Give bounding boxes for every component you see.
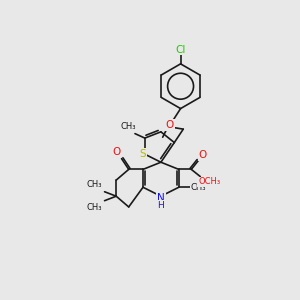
- Text: N: N: [157, 193, 165, 203]
- Text: Cl: Cl: [176, 45, 186, 55]
- Text: O: O: [112, 147, 120, 158]
- Text: S: S: [140, 149, 146, 159]
- Text: OCH₃: OCH₃: [198, 177, 220, 186]
- Text: CH₃: CH₃: [87, 180, 103, 189]
- Text: CH₃: CH₃: [191, 183, 206, 192]
- Text: CH₃: CH₃: [121, 122, 136, 131]
- Text: H: H: [158, 201, 164, 210]
- Text: O: O: [166, 120, 174, 130]
- Text: CH₃: CH₃: [87, 203, 103, 212]
- Text: O: O: [199, 150, 207, 160]
